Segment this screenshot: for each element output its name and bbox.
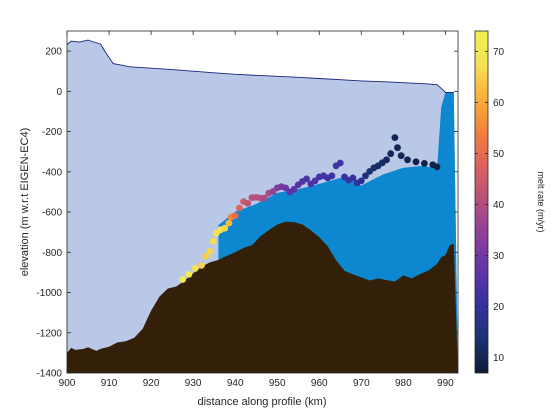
x-tick-label: 900 [59,378,76,389]
melt-rate-point [357,177,365,185]
x-tick-label: 950 [269,378,286,389]
x-tick-label: 940 [227,378,244,389]
melt-rate-point [362,172,369,180]
y-tick-label: -800 [42,248,62,259]
melt-rate-point [397,152,405,160]
melt-rate-point [185,271,193,278]
melt-rate-point [421,160,428,167]
melt-rate-point [290,185,298,193]
colorbar: 10 20 30 40 50 60 70 melt rate (m/yr) [474,30,546,374]
melt-rate-points [179,134,441,283]
colorbar-tick-label: 20 [493,302,505,313]
melt-rate-point [433,163,441,171]
x-tick-label: 930 [185,378,202,389]
bedrock-area [67,221,458,373]
melt-rate-point [236,204,243,212]
ice-surface-line [67,39,454,93]
x-tick-label: 910 [101,378,118,389]
y-tick-label: -1400 [36,369,62,380]
y-tick-label: 0 [56,87,62,98]
plot-area [67,31,458,373]
melt-rate-point [349,174,357,182]
y-tick-label: -400 [42,167,62,178]
x-tick-label: 980 [395,378,412,389]
x-axis-label: distance along profile (km) [197,396,326,408]
colorbar-tick-label: 70 [493,47,505,58]
melt-rate-point [198,262,205,269]
melt-rate-point [225,219,233,227]
y-tick-label: 200 [45,47,62,58]
melt-rate-point [391,134,399,142]
melt-rate-point [412,158,420,166]
y-tick-label: -600 [42,208,62,219]
melt-rate-point [387,150,395,158]
melt-rate-point [191,265,199,272]
melt-rate-point [202,252,210,260]
y-axis-ticks: 200 0 -200 -400 -600 -800 -1000 -1200 -1400 [36,47,458,380]
melt-rate-point [206,247,214,255]
y-tick-label: -1200 [36,328,62,339]
melt-rate-point [221,224,229,232]
melt-rate-point [328,172,336,180]
x-axis-ticks: 900 910 920 930 940 950 960 970 980 990 [59,31,454,389]
x-tick-label: 970 [353,378,370,389]
colorbar-tick-label: 40 [493,200,505,211]
y-axis-label: elevation (m w.r.t EIGEN-EC4) [19,128,31,277]
colorbar-tick-label: 30 [493,251,505,262]
colorbar-label: melt rate (m/yr) [536,171,546,232]
plot-frame [66,30,459,374]
y-tick-label: -200 [42,127,62,138]
colorbar-tick-label: 60 [493,98,505,109]
melt-rate-point [231,212,239,220]
colorbar-ticks: 10 20 30 40 50 60 70 [475,47,505,364]
y-tick-label: -1000 [36,288,62,299]
colorbar-tick-label: 50 [493,149,505,160]
melt-rate-point [179,276,187,283]
melt-rate-point [404,156,411,164]
x-tick-label: 990 [437,378,454,389]
colorbar-gradient [474,30,489,374]
melt-rate-point [244,200,252,207]
melt-rate-point [261,194,268,202]
melt-rate-point [383,156,390,164]
x-tick-label: 920 [143,378,160,389]
melt-rate-point [394,144,401,152]
melt-rate-point [209,237,217,245]
melt-rate-point [303,175,310,183]
colorbar-tick-label: 10 [493,353,505,364]
x-tick-label: 960 [311,378,328,389]
melt-rate-point [336,159,344,167]
